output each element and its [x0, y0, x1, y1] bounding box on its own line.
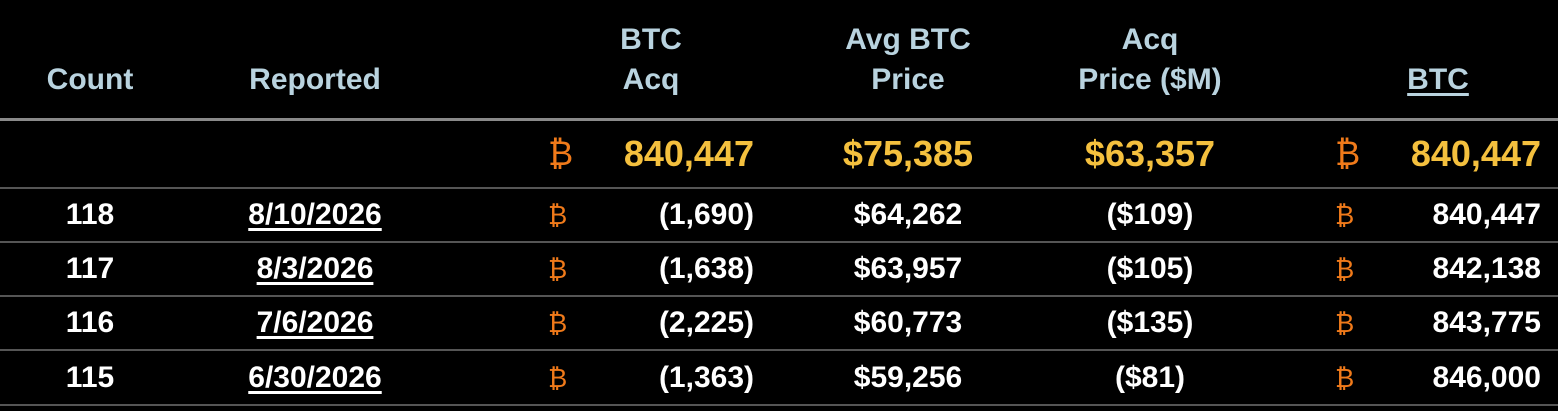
table-cell: ($109)	[1050, 189, 1250, 241]
btc-symbol: ₿	[548, 253, 568, 284]
table-cell: ₿ 846,000	[1335, 352, 1541, 404]
cell-text: 117	[65, 252, 115, 285]
table-cell: 8/10/2026	[200, 189, 430, 241]
cell-text: ($105)	[1106, 252, 1194, 285]
total-cell: $63,357	[1050, 121, 1250, 187]
table-cell: 7/6/2026	[200, 297, 430, 349]
cell-text: (2,225)	[658, 306, 754, 339]
header-text: BTC	[1407, 63, 1469, 96]
table-cell: ₿ 840,447	[1335, 189, 1541, 241]
cell-text: (1,638)	[658, 252, 754, 285]
table-cell: ₿ 843,775	[1335, 297, 1541, 349]
data-row: 116 7/6/2026 ₿ (2,225) $60,773 ($135) ₿ 843,775	[0, 297, 1558, 351]
cell-text: (1,363)	[658, 361, 754, 394]
total-cell: $75,385	[810, 121, 1006, 187]
table-cell: ($105)	[1050, 243, 1250, 295]
total-cell: ₿ 840,447	[1335, 121, 1541, 187]
cell-text: 118	[65, 198, 115, 231]
btc-symbol: ₿	[1335, 134, 1361, 173]
header-cell[interactable]: Avg BTC Price	[810, 0, 1006, 118]
cell-text[interactable]: 7/6/2026	[256, 306, 374, 339]
btc-symbol: ₿	[1335, 362, 1355, 393]
total-value: $63,357	[1084, 133, 1216, 174]
cell-text[interactable]: 8/3/2026	[256, 252, 374, 285]
table-cell: $59,256	[810, 352, 1006, 404]
header-text: Acq	[622, 63, 680, 96]
header-text: Avg BTC	[845, 23, 971, 56]
cell-text: 842,138	[1432, 252, 1541, 285]
cell-text: 840,447	[1432, 198, 1541, 231]
total-value: 840,447	[623, 133, 754, 174]
table-cell: $63,957	[810, 243, 1006, 295]
btc-symbol: ₿	[1335, 199, 1355, 230]
table-cell: 6/30/2026	[200, 352, 430, 404]
cell-text: $64,262	[853, 198, 963, 231]
btc-symbol: ₿	[1335, 307, 1355, 338]
btc-symbol: ₿	[548, 199, 568, 230]
header-cell[interactable]: BTC Acq	[548, 0, 754, 118]
header-cell[interactable]: Count	[35, 0, 145, 118]
header-row: Count Reported BTC Acq Avg BTC Price Acq Pr…	[0, 0, 1558, 121]
table-cell: ($135)	[1050, 297, 1250, 349]
table-cell: 115	[35, 352, 145, 404]
data-row: 117 8/3/2026 ₿ (1,638) $63,957 ($105) ₿ 842,138	[0, 243, 1558, 297]
cell-text: ($81)	[1114, 361, 1186, 394]
table-cell: ($81)	[1050, 352, 1250, 404]
data-row: 115 6/30/2026 ₿ (1,363) $59,256 ($81) ₿ 846,000	[0, 352, 1558, 406]
cell-text: $59,256	[853, 361, 963, 394]
cell-text[interactable]: 8/10/2026	[248, 198, 382, 231]
header-text: Price ($M)	[1078, 63, 1222, 96]
cell-text: $63,957	[853, 252, 963, 285]
header-cell[interactable]: Reported	[200, 0, 430, 118]
header-text: Price	[871, 63, 945, 96]
total-value: $75,385	[842, 133, 974, 174]
table-cell: 117	[35, 243, 145, 295]
table-cell: 118	[35, 189, 145, 241]
header-text: Acq	[1121, 23, 1179, 56]
table-cell: 116	[35, 297, 145, 349]
cell-text: 843,775	[1432, 306, 1541, 339]
btc-symbol: ₿	[548, 134, 574, 173]
totals-row: ₿ 840,447 $75,385 $63,357 ₿ 840,447	[0, 121, 1558, 189]
header-cell[interactable]: BTC	[1335, 0, 1541, 118]
cell-text: (1,690)	[658, 198, 754, 231]
table-cell: ₿ 842,138	[1335, 243, 1541, 295]
cell-text: 116	[65, 306, 115, 339]
data-row: 118 8/10/2026 ₿ (1,690) $64,262 ($109) ₿ 840,44…	[0, 189, 1558, 243]
cell-text: 115	[65, 361, 115, 394]
header-text: BTC	[620, 23, 682, 56]
table-cell: ₿ (2,225)	[548, 297, 754, 349]
cell-text: ($135)	[1106, 306, 1194, 339]
header-text: Reported	[249, 63, 381, 96]
cell-text: 846,000	[1432, 361, 1541, 394]
table-cell: ₿ (1,690)	[548, 189, 754, 241]
btc-symbol: ₿	[1335, 253, 1355, 284]
header-cell[interactable]: Acq Price ($M)	[1050, 0, 1250, 118]
total-value: 840,447	[1410, 133, 1541, 174]
btc-symbol: ₿	[548, 362, 568, 393]
cell-text: ($109)	[1106, 198, 1194, 231]
table-cell: $60,773	[810, 297, 1006, 349]
header-text: Count	[46, 63, 134, 96]
table-cell: ₿ (1,638)	[548, 243, 754, 295]
table-cell: ₿ (1,363)	[548, 352, 754, 404]
table-cell: $64,262	[810, 189, 1006, 241]
table-cell: 8/3/2026	[200, 243, 430, 295]
total-cell: ₿ 840,447	[548, 121, 754, 187]
cell-text: $60,773	[853, 306, 963, 339]
btc-symbol: ₿	[548, 307, 568, 338]
cell-text[interactable]: 6/30/2026	[248, 361, 382, 394]
